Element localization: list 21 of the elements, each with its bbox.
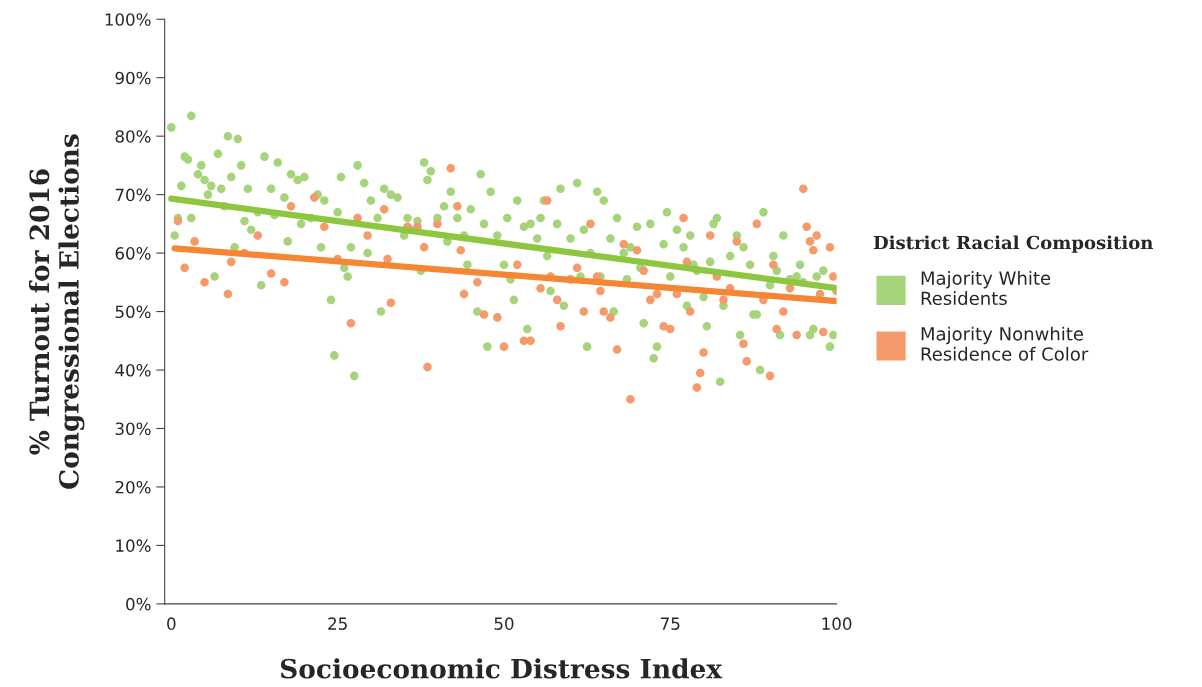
y-tick-label: 10% — [116, 539, 151, 552]
x-tick-label: 75 — [661, 617, 680, 630]
y-tick-label: 80% — [115, 130, 151, 143]
y-tick-label: 70% — [115, 188, 151, 202]
x-tick-label: 50 — [494, 617, 514, 630]
y-tick-label: 40% — [115, 363, 151, 377]
legend-title: District Racial Composition — [873, 235, 1153, 253]
y-tick-label: 90% — [115, 71, 151, 85]
y-tick-label: 20% — [115, 480, 151, 494]
legend-label: Majority Nonwhite Residence of Color — [921, 326, 1089, 361]
y-tick-label: 50% — [115, 305, 151, 319]
x-tick-label: 0 — [167, 617, 176, 630]
y-tick-label: 60% — [115, 247, 151, 260]
x-tick-label: 100 — [822, 617, 852, 630]
y-axis-title: % Turnout for 2016 Congressional Elections — [28, 134, 85, 489]
x-axis-title: Socioeconomic Distress Index — [280, 658, 723, 679]
y-tick-label: 0% — [126, 597, 151, 611]
legend-label: Majority White Residents — [921, 270, 1051, 306]
y-tick-label: 100% — [105, 13, 151, 26]
y-tick-label: 30% — [115, 422, 151, 436]
x-tick-label: 25 — [328, 617, 347, 630]
